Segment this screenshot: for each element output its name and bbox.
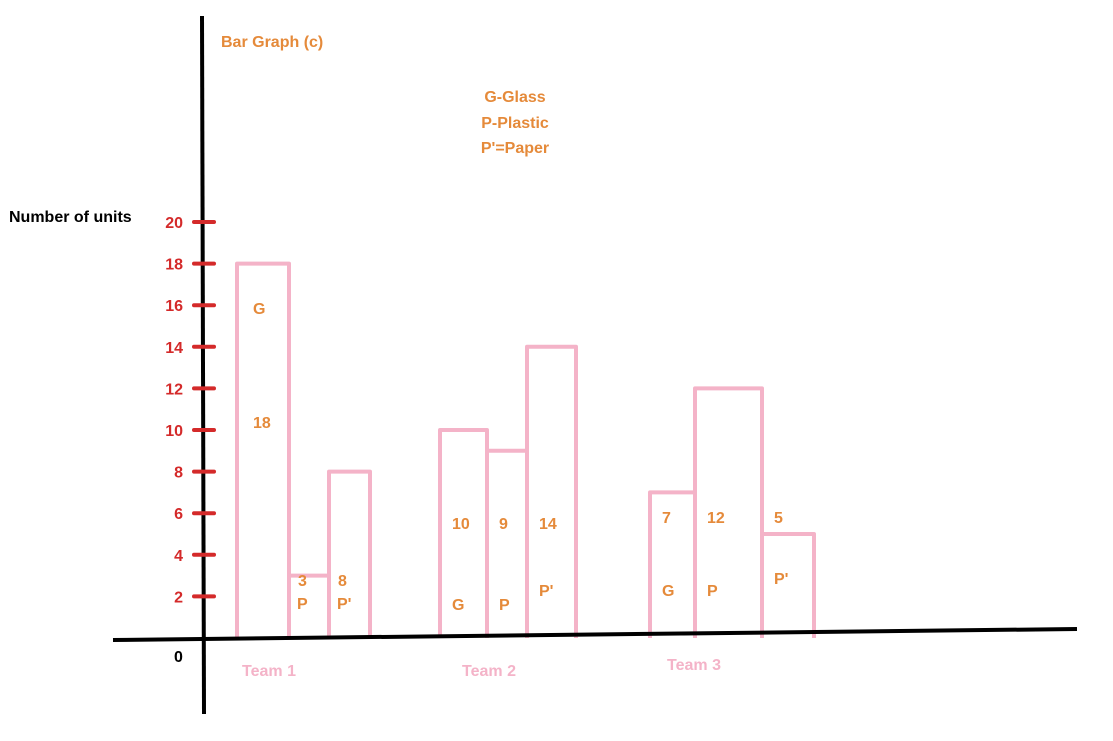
y-tick-label: 6 [174, 506, 183, 523]
bar-type-label: G [253, 301, 265, 318]
bar-type-label: P [707, 583, 718, 600]
y-tick-label: 14 [165, 340, 183, 357]
bar-type-label: P' [539, 583, 553, 600]
origin-label: 0 [174, 649, 183, 666]
y-tick-label: 2 [174, 589, 183, 606]
labels: Bar Graph (c) G-Glass P-Plastic P'=Paper… [9, 34, 788, 680]
bar-1-Pprime [327, 469, 372, 638]
legend-item-plastic: P-Plastic [481, 115, 549, 132]
bar-2-Pprime [525, 344, 578, 638]
bar-type-label: P [499, 597, 510, 614]
bar-3-G [648, 490, 697, 638]
y-axis-label: Number of units [9, 209, 132, 226]
x-category-label: Team 3 [667, 657, 721, 674]
bar-value-label: 8 [338, 573, 347, 590]
legend-item-paper: P'=Paper [481, 140, 549, 157]
bar-value-label: 14 [539, 516, 557, 533]
bar-type-label: P [297, 596, 308, 613]
axes [112, 15, 1078, 715]
bar-3-P [693, 386, 764, 638]
bar-type-label: P' [337, 596, 351, 613]
bar-value-label: 7 [662, 510, 671, 527]
legend-item-glass: G-Glass [484, 89, 545, 106]
chart-title: Bar Graph (c) [221, 34, 323, 51]
bar-1-G [235, 261, 291, 638]
bar-type-label: P' [774, 571, 788, 588]
bar-value-label: 9 [499, 516, 508, 533]
bar-type-label: G [662, 583, 674, 600]
y-axis-line [200, 15, 206, 715]
x-category-label: Team 2 [462, 663, 516, 680]
y-ticks: 2 4 6 8 10 12 14 16 18 20 [165, 215, 216, 606]
y-tick-label: 8 [174, 465, 183, 482]
bar-1-P [287, 573, 331, 638]
y-tick-label: 18 [165, 257, 183, 274]
bar-type-label: G [452, 597, 464, 614]
bar-3-Pprime [760, 532, 816, 638]
bar-value-label: 10 [452, 516, 470, 533]
bar-value-label: 12 [707, 510, 725, 527]
y-tick-label: 10 [165, 423, 183, 440]
y-tick-label: 4 [174, 548, 183, 565]
y-tick-label: 20 [165, 215, 183, 232]
y-tick-label: 16 [165, 298, 183, 315]
bars [235, 261, 816, 638]
bar-value-label: 18 [253, 415, 271, 432]
x-category-label: Team 1 [242, 663, 296, 680]
y-tick-label: 12 [165, 381, 183, 398]
x-axis-line [112, 627, 1078, 642]
bar-value-label: 3 [298, 573, 307, 590]
bar-value-label: 5 [774, 510, 783, 527]
